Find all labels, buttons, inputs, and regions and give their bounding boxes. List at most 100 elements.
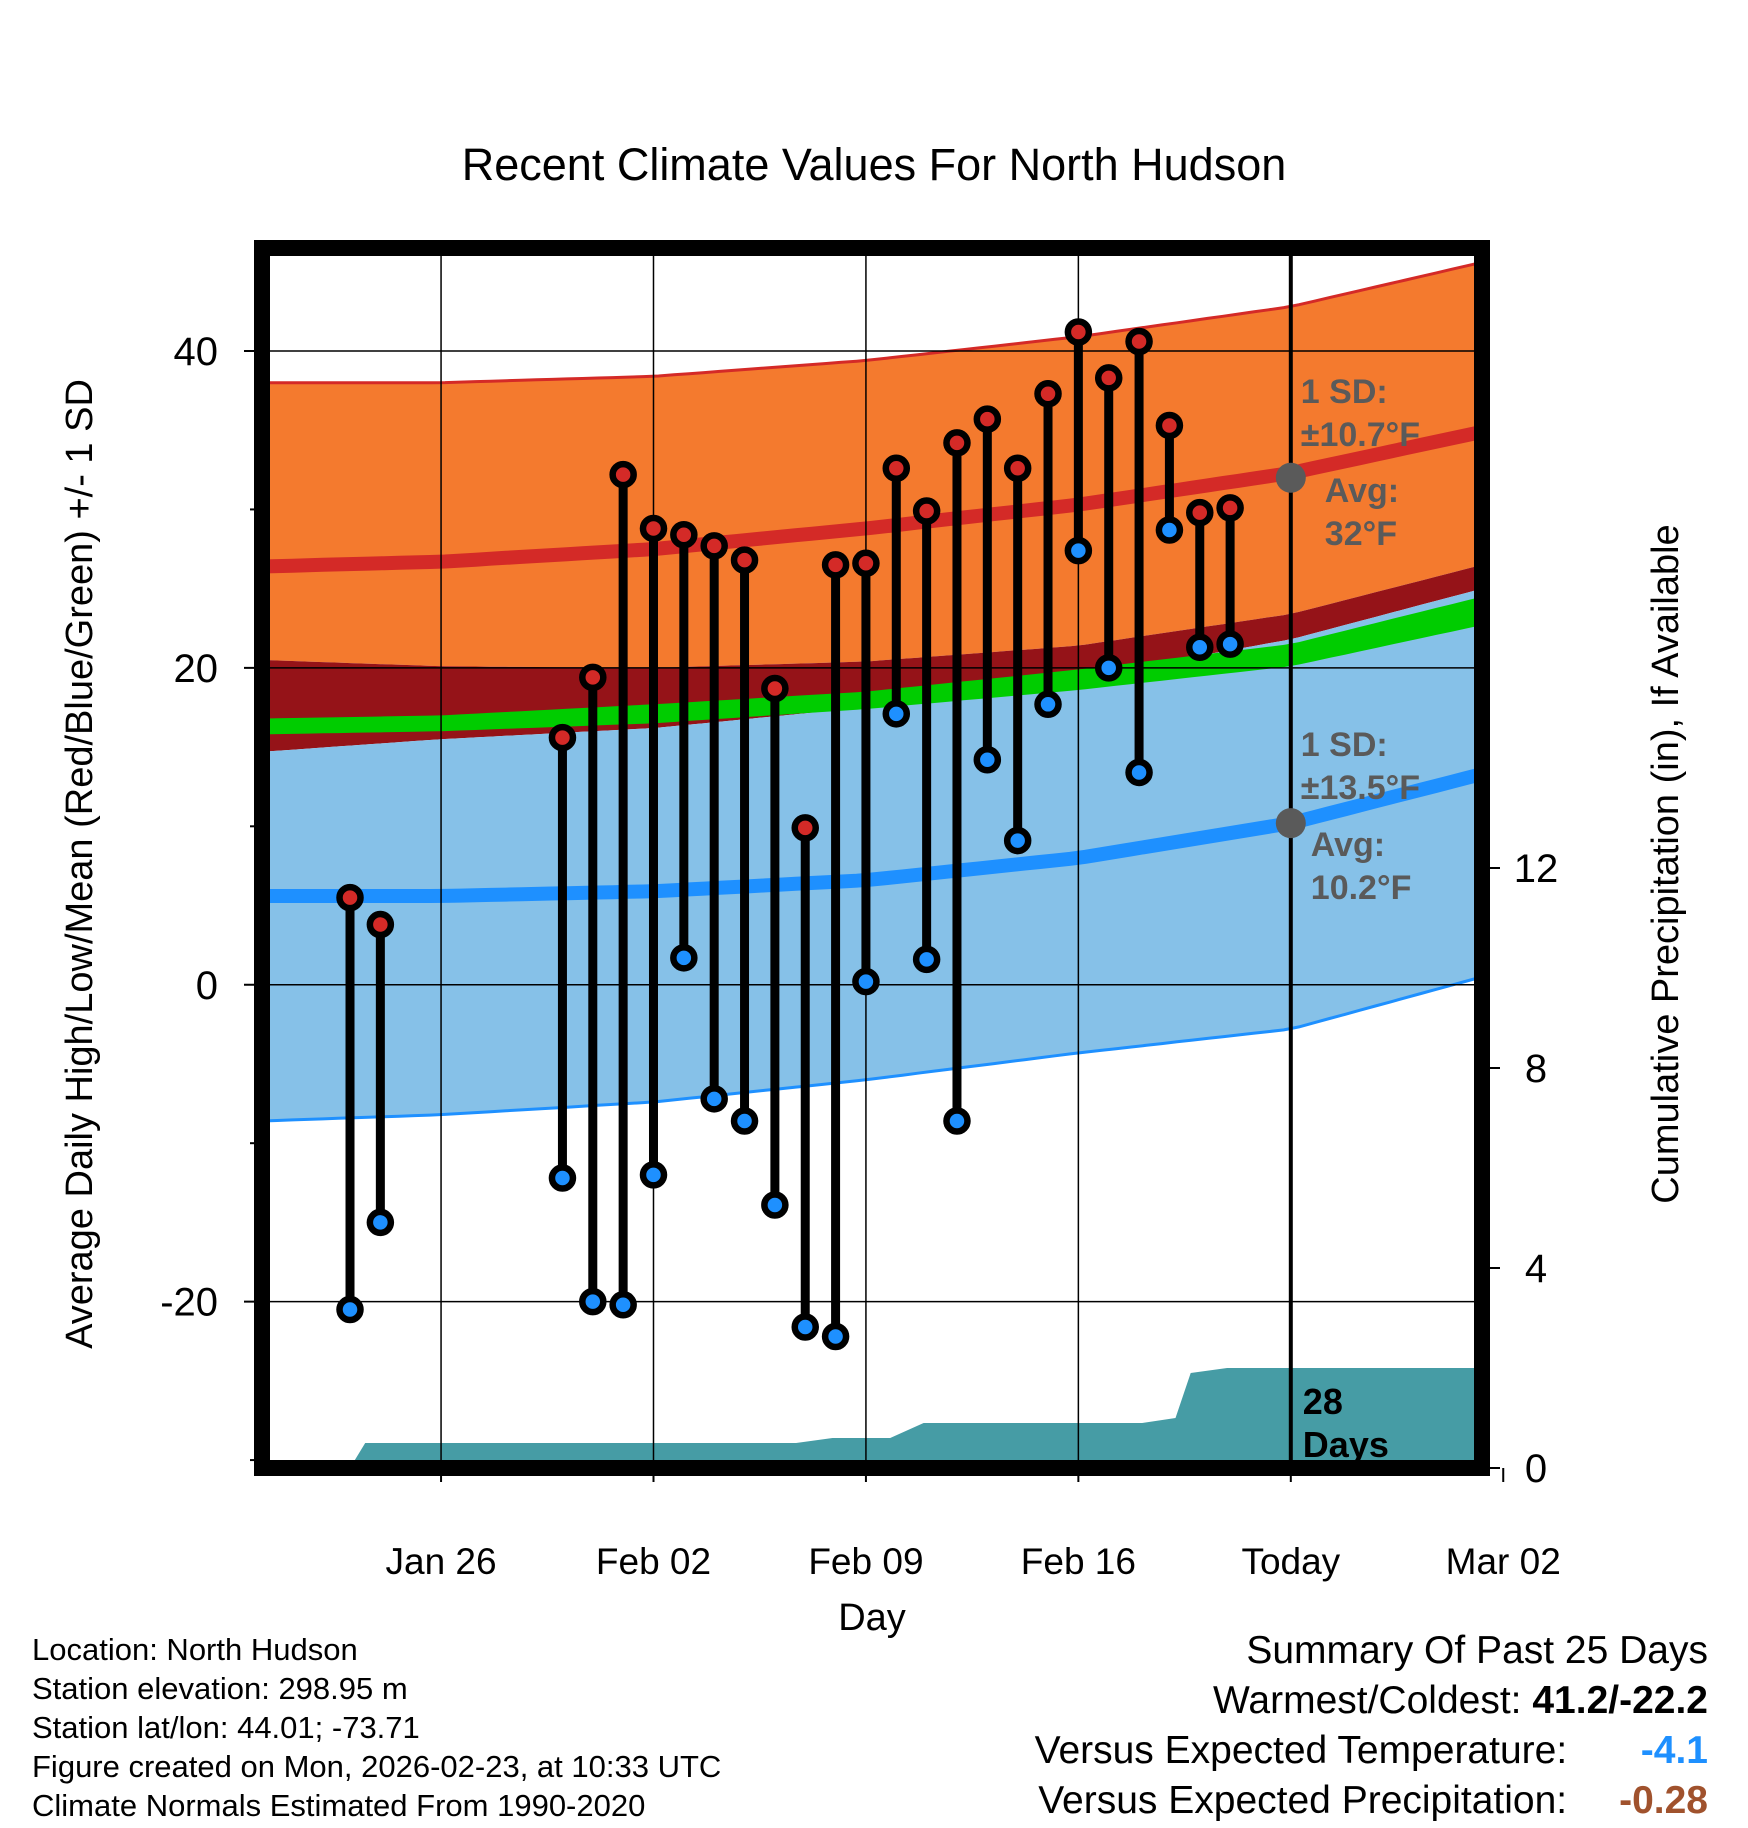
low-sd-band [262,588,1482,1121]
obs-high-point [882,454,911,482]
low-avg-label: Avg: [1311,826,1385,864]
precip-row: Versus Expected Precipitation: -0.28 [1035,1776,1708,1826]
obs-low-point [1034,690,1062,719]
obs-high-point [336,883,364,912]
obs-low-point [1216,630,1244,658]
location-line: Location: North Hudson [32,1632,358,1667]
station-info: Location: North Hudson Station elevation… [32,1630,721,1825]
observations [336,318,1244,1351]
obs-low-point [1125,758,1153,787]
low-lower-sd-line [262,975,1482,1123]
obs-low-point [1186,633,1214,662]
obs-high-point [1064,318,1093,346]
obs-low-point [700,1085,728,1113]
high-sd-value: ±10.7°F [1301,416,1420,454]
low-avg-marker [1275,808,1306,839]
obs-high-point [1034,380,1062,408]
x-tick-label: Feb 16 [1021,1541,1136,1582]
obs-high-point [548,723,577,752]
plot-area: 1 SD: ±10.7°F Avg: 32°F 1 SD: ±13.5°F Avg: 10.2… [262,248,1482,1468]
y-tick-label: 40 [174,330,219,374]
precip-label: Versus Expected Precipitation: [1038,1779,1568,1822]
x-tick-label: Mar 02 [1446,1541,1561,1582]
temp-value: -4.1 [1640,1729,1708,1772]
precip-value: -0.28 [1619,1779,1708,1822]
y-tick-label: 0 [196,964,218,1008]
obs-high-point [1125,327,1153,356]
obs-high-point [791,814,819,842]
obs-high-point [366,910,395,939]
obs-low-point [973,746,1002,774]
obs-low-point [791,1313,819,1341]
obs-high-point [1094,364,1123,392]
created-line: Figure created on Mon, 2026-02-23, at 10… [32,1749,722,1784]
obs-high-point [761,674,789,703]
annotations: 1 SD: ±10.7°F Avg: 32°F 1 SD: ±13.5°F Avg: 10.2… [1275,373,1420,1465]
summary-panel: Summary Of Past 25 Days Warmest/Coldest:… [1035,1626,1708,1826]
high-sd-label: 1 SD: [1301,373,1388,411]
high-avg-value: 32°F [1325,515,1397,553]
obs-low-point [548,1164,577,1192]
x-tick-label: Today [1241,1541,1340,1582]
y2-tick-label: 0 [1525,1447,1547,1491]
obs-low-point [761,1191,789,1219]
temp-row: Versus Expected Temperature: -4.1 [1035,1726,1708,1776]
obs-low-point [730,1107,759,1135]
obs-high-point [821,551,850,579]
obs-low-point [943,1107,971,1135]
obs-high-point [670,521,698,549]
axis-ticks: Jan 26 Feb 02 Feb 09 Feb 16 Today Mar 0240200… [160,330,1561,1582]
obs-high-point [579,663,607,692]
obs-low-point [882,700,911,728]
obs-low-point [579,1287,607,1316]
obs-high-point [1216,494,1244,522]
high-upper-sd-line [262,260,1482,385]
latlon-line: Station lat/lon: 44.01; -73.71 [32,1710,420,1745]
obs-low-point [1094,654,1123,682]
chart-title: Recent Climate Values For North Hudson [462,139,1287,190]
mean-band [262,596,1482,735]
obs-high-point [700,532,728,560]
high-sd-band [262,262,1482,668]
low-sd-value: ±13.5°F [1301,769,1420,807]
x-tick-label: Feb 02 [596,1541,711,1582]
obs-high-point [639,514,668,543]
y-tick-label: 20 [174,647,219,691]
temp-label: Versus Expected Temperature: [1034,1729,1568,1772]
high-avg-marker [1275,462,1306,493]
obs-low-point [852,967,880,996]
y2-tick-label: 4 [1525,1247,1547,1291]
obs-high-point [1003,454,1032,482]
obs-low-point [670,944,698,972]
y-tick-label: -20 [160,1281,218,1325]
low-sd-label: 1 SD: [1301,726,1388,764]
x-axis-label: Day [838,1597,906,1639]
obs-high-point [609,460,637,489]
warm-cold-value: 41.2/-22.2 [1532,1679,1708,1722]
x-tick-label: Jan 26 [386,1541,497,1582]
obs-low-point [1003,826,1032,855]
y2-axis-label: Cumulative Precipitation (in), If Availa… [1645,524,1687,1203]
obs-low-point [366,1208,395,1237]
obs-low-point [821,1322,850,1351]
obs-high-point [852,549,880,578]
elevation-line: Station elevation: 298.95 m [32,1671,408,1706]
obs-low-point [1155,516,1184,544]
overlap-sd-band [262,564,1482,752]
y2-tick-label: 12 [1514,847,1559,891]
summary-title: Summary Of Past 25 Days [1246,1629,1708,1672]
precipitation-area [262,1368,1482,1468]
precip-days-number: 28 [1303,1381,1343,1422]
warm-cold-label: Warmest/Coldest: [1213,1679,1522,1722]
low-avg-value: 10.2°F [1311,869,1412,907]
x-tick-label: Feb 09 [808,1541,923,1582]
normals-line: Climate Normals Estimated From 1990-2020 [32,1788,646,1823]
warm-cold-row: Warmest/Coldest: 41.2/-22.2 [1035,1676,1708,1726]
y-axis-label: Average Daily High/Low/Mean (Red/Blue/Gr… [59,379,101,1349]
obs-high-point [973,405,1002,433]
obs-low-point [609,1291,637,1319]
plot-frame [254,240,1490,1476]
obs-high-point [912,497,941,525]
obs-low-point [336,1295,364,1324]
